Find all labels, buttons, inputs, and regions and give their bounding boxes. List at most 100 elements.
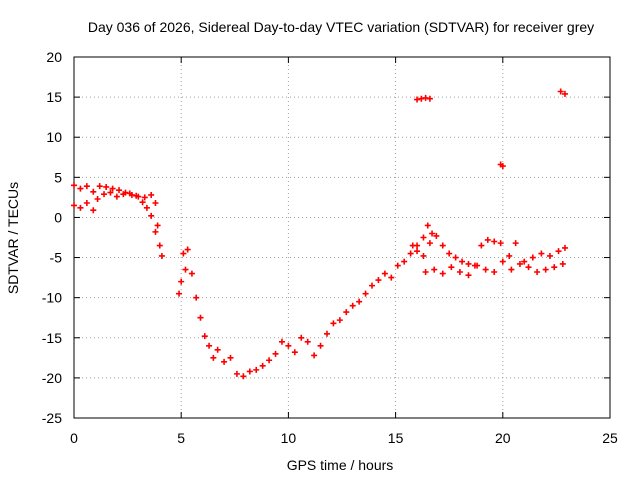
data-point	[336, 317, 343, 324]
y-tick-labels: 20 15 10 5 0 -5 -10 -15 -20 -25	[42, 49, 62, 426]
data-point	[499, 258, 506, 265]
series-trough-rise	[176, 222, 436, 380]
data-point	[448, 264, 455, 271]
data-point	[298, 334, 305, 341]
y-tick-label: -25	[42, 410, 62, 426]
y-tick-label: 10	[46, 129, 62, 145]
data-point	[201, 333, 208, 340]
data-point	[152, 228, 159, 235]
data-points	[71, 88, 568, 380]
data-point	[456, 268, 463, 275]
data-point	[139, 199, 146, 206]
data-point	[525, 264, 532, 271]
data-point	[272, 350, 279, 357]
x-tick-label: 0	[70, 430, 78, 446]
data-point	[559, 260, 566, 267]
data-point	[431, 266, 438, 273]
data-point	[446, 250, 453, 257]
data-point	[356, 298, 363, 305]
data-point	[120, 191, 127, 198]
data-point	[141, 194, 148, 201]
data-point	[465, 260, 472, 267]
data-point	[499, 163, 506, 170]
data-point	[178, 278, 185, 285]
data-point	[516, 260, 523, 267]
data-point	[555, 248, 562, 255]
data-point	[561, 244, 568, 251]
data-point	[512, 240, 519, 247]
data-point	[343, 309, 350, 316]
data-point	[497, 240, 504, 247]
data-point	[478, 242, 485, 249]
data-point	[278, 338, 285, 345]
y-tick-label: 15	[46, 89, 62, 105]
data-point	[388, 274, 395, 281]
data-point	[188, 270, 195, 277]
data-point	[424, 222, 431, 229]
data-point	[182, 266, 189, 273]
data-point	[154, 222, 161, 229]
y-tick-label: -20	[42, 370, 62, 386]
x-tick-label: 5	[177, 430, 185, 446]
data-point	[107, 189, 114, 196]
data-point	[429, 230, 436, 237]
data-point	[214, 346, 221, 353]
data-point	[206, 342, 213, 349]
data-point	[109, 185, 116, 192]
data-point	[414, 248, 421, 255]
data-point	[394, 262, 401, 269]
data-point	[96, 183, 103, 190]
data-point	[323, 330, 330, 337]
data-point	[491, 238, 498, 245]
data-point	[426, 240, 433, 247]
data-point	[452, 254, 459, 261]
data-point	[291, 349, 298, 356]
data-point	[158, 252, 165, 259]
x-axis-label: GPS time / hours	[287, 457, 394, 473]
data-point	[534, 268, 541, 275]
data-point	[266, 357, 273, 364]
data-point	[148, 212, 155, 219]
grid	[74, 57, 610, 418]
series-late-band-1	[409, 232, 504, 269]
y-tick-label: 20	[46, 49, 62, 65]
data-point	[484, 236, 491, 243]
data-point	[407, 250, 414, 257]
chart-title: Day 036 of 2026, Sidereal Day-to-day VTE…	[88, 19, 594, 35]
axis-ticks	[73, 56, 611, 419]
plot-frame	[73, 56, 611, 419]
data-point	[529, 254, 536, 261]
data-point	[362, 290, 369, 297]
data-point	[474, 262, 481, 269]
data-point	[521, 258, 528, 265]
data-point	[304, 338, 311, 345]
data-point	[426, 95, 433, 102]
data-point	[103, 183, 110, 190]
data-point	[414, 96, 421, 103]
data-point	[538, 250, 545, 257]
data-point	[330, 320, 337, 327]
data-point	[133, 192, 140, 199]
data-point	[491, 268, 498, 275]
data-point	[418, 95, 425, 102]
data-point	[193, 294, 200, 301]
data-point	[420, 234, 427, 241]
data-point	[90, 188, 97, 195]
data-point	[420, 252, 427, 259]
data-point	[439, 242, 446, 249]
data-point	[369, 282, 376, 289]
x-tick-label: 10	[281, 430, 297, 446]
data-point	[113, 193, 120, 200]
data-point	[116, 187, 123, 194]
data-point	[221, 358, 228, 365]
data-point	[77, 185, 84, 192]
data-point	[459, 258, 466, 265]
x-tick-label: 15	[388, 430, 404, 446]
data-point	[71, 182, 77, 189]
data-point	[508, 266, 515, 273]
data-point	[83, 183, 90, 190]
data-point	[409, 242, 416, 249]
data-point	[551, 264, 558, 271]
data-point	[422, 94, 429, 101]
